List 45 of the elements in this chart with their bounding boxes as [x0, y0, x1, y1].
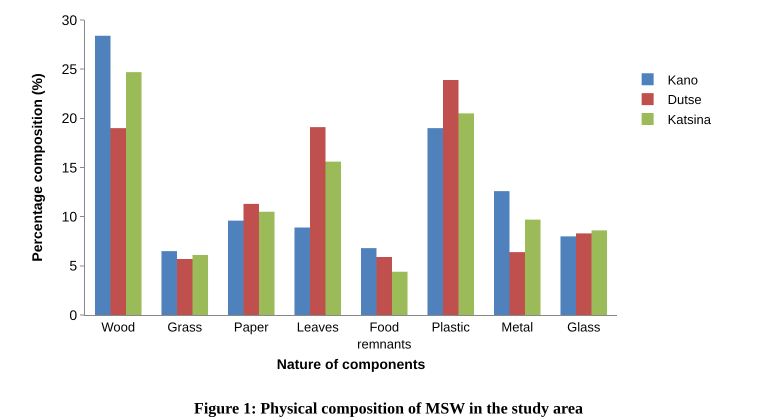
x-axis-title: Nature of components [276, 356, 426, 372]
x-tick-label: Plastic [432, 320, 470, 335]
bar [576, 233, 592, 315]
y-tick-label: 20 [62, 110, 78, 126]
x-tick-label: Metal [501, 320, 534, 335]
x-tick-label: Grass [167, 320, 203, 335]
y-tick-label: 0 [69, 306, 78, 323]
bar [326, 162, 342, 315]
bar [294, 227, 310, 315]
bar [161, 251, 177, 315]
legend-label: Katsina [668, 112, 712, 128]
x-tick-label: Food remnants [357, 320, 412, 352]
bar [458, 113, 474, 315]
y-tick-label: 10 [62, 208, 78, 225]
bar [560, 236, 576, 315]
bar [176, 258, 193, 315]
bar [243, 204, 260, 315]
bar [442, 80, 459, 315]
y-tick-label: 15 [62, 159, 78, 176]
bar [392, 272, 408, 315]
y-tick-label: 5 [69, 258, 78, 274]
bar [525, 220, 541, 315]
legend-label: Kano [668, 72, 698, 88]
legend-label: Dutse [668, 92, 702, 108]
bar [126, 72, 142, 315]
x-tick-label: Leaves [296, 320, 340, 335]
bar [360, 248, 376, 315]
bar [494, 191, 510, 315]
bar [310, 127, 326, 315]
bar [592, 230, 608, 315]
x-tick-label: Paper [234, 320, 270, 335]
bar [228, 220, 244, 315]
bar [376, 256, 392, 315]
bar [110, 128, 126, 315]
bar [259, 212, 275, 315]
bar [427, 128, 443, 315]
bar [192, 255, 208, 315]
y-tick-label: 25 [62, 61, 78, 78]
bar [509, 252, 526, 315]
y-tick-label: 30 [62, 12, 78, 28]
y-axis-title: Percentage composition (%) [29, 73, 46, 262]
x-tick-label: Wood [101, 320, 136, 335]
x-tick-label: Glass [567, 320, 601, 335]
bar [94, 36, 110, 315]
text: Figure 1: Physical composition of MSW in the study area [194, 400, 583, 418]
